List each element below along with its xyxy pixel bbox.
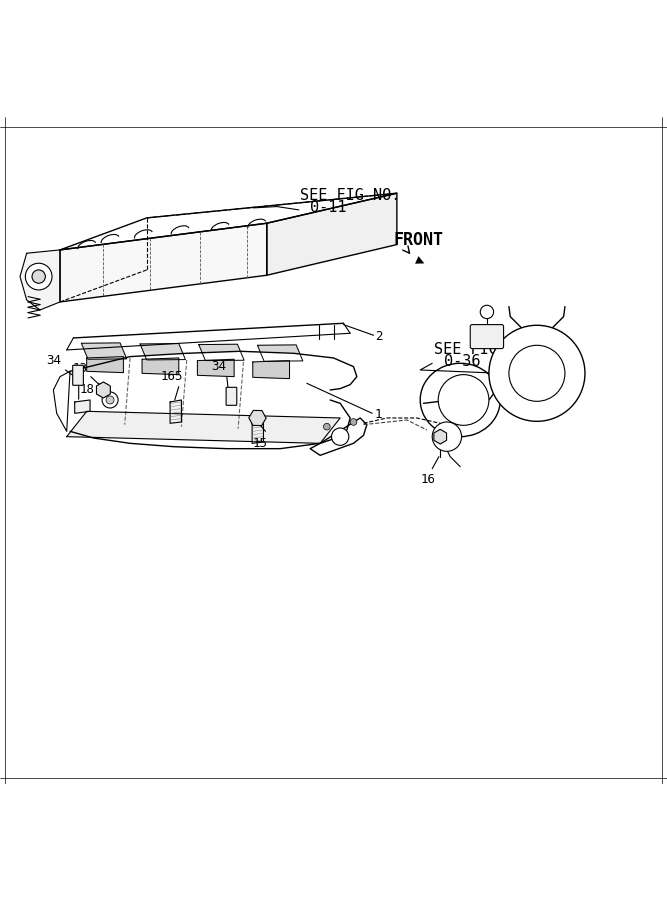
Polygon shape (199, 344, 244, 361)
Polygon shape (67, 411, 340, 444)
Polygon shape (75, 400, 90, 413)
Text: 13: 13 (73, 363, 87, 375)
Text: 34: 34 (46, 354, 61, 366)
Text: FRONT: FRONT (394, 231, 444, 249)
Polygon shape (170, 400, 181, 423)
Polygon shape (197, 359, 234, 376)
Polygon shape (87, 356, 123, 373)
Polygon shape (257, 345, 303, 361)
Circle shape (323, 423, 330, 430)
Text: 16: 16 (421, 473, 436, 486)
Polygon shape (252, 421, 263, 444)
Text: 0-36: 0-36 (444, 354, 480, 369)
Circle shape (102, 392, 118, 408)
FancyBboxPatch shape (470, 325, 504, 348)
Polygon shape (60, 194, 397, 250)
Circle shape (438, 374, 489, 426)
FancyBboxPatch shape (226, 387, 237, 405)
Polygon shape (310, 418, 367, 455)
Text: SEE FIG NO.: SEE FIG NO. (434, 342, 534, 356)
Polygon shape (81, 343, 127, 359)
Text: SEE FIG NO.: SEE FIG NO. (300, 188, 400, 203)
Polygon shape (253, 361, 289, 379)
Polygon shape (53, 351, 357, 449)
Polygon shape (140, 344, 185, 360)
Polygon shape (142, 358, 179, 374)
Polygon shape (20, 250, 60, 310)
Circle shape (97, 383, 110, 397)
Circle shape (32, 270, 45, 284)
Text: 34: 34 (211, 360, 226, 373)
FancyBboxPatch shape (73, 365, 83, 385)
Text: 15: 15 (253, 436, 267, 450)
Polygon shape (267, 194, 397, 275)
Circle shape (350, 418, 357, 426)
Circle shape (480, 305, 494, 319)
Text: 18: 18 (79, 383, 94, 396)
Circle shape (489, 325, 585, 421)
Circle shape (331, 428, 349, 446)
Circle shape (25, 263, 52, 290)
Circle shape (509, 346, 565, 401)
Text: 1: 1 (375, 408, 382, 421)
Circle shape (106, 396, 114, 404)
Text: 165: 165 (161, 370, 183, 383)
Text: 2: 2 (376, 330, 383, 343)
Polygon shape (60, 223, 267, 302)
Circle shape (432, 422, 462, 451)
Text: 0-11: 0-11 (310, 200, 347, 215)
Polygon shape (67, 323, 350, 361)
